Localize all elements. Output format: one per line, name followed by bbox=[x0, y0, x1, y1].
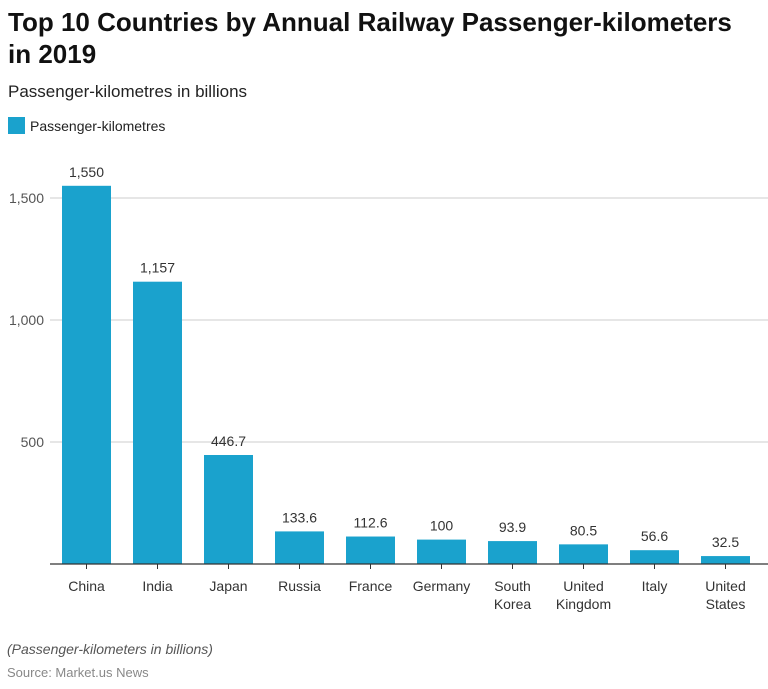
data-label: 1,157 bbox=[140, 260, 175, 276]
chart-title: Top 10 Countries by Annual Railway Passe… bbox=[8, 7, 732, 69]
chart-subtitle: Passenger-kilometres in billions bbox=[8, 82, 248, 101]
chart-source: Source: Market.us News bbox=[7, 665, 149, 680]
data-label: 56.6 bbox=[641, 528, 668, 544]
bar bbox=[417, 539, 466, 564]
x-tick-label: United bbox=[563, 578, 603, 594]
x-tick-label: Japan bbox=[209, 578, 247, 594]
data-label: 446.7 bbox=[211, 433, 246, 449]
x-tick-label: Kingdom bbox=[556, 596, 611, 612]
chart-note: (Passenger-kilometers in billions) bbox=[7, 641, 213, 657]
x-tick-label: Russia bbox=[278, 578, 321, 594]
bar bbox=[346, 536, 395, 564]
x-tick-label: United bbox=[705, 578, 745, 594]
x-tick-label: South bbox=[494, 578, 531, 594]
bar bbox=[275, 531, 324, 564]
y-tick-label: 1,500 bbox=[9, 190, 44, 206]
x-tick-label: States bbox=[706, 596, 746, 612]
bar bbox=[133, 281, 182, 564]
data-label: 80.5 bbox=[570, 522, 597, 538]
data-label: 100 bbox=[430, 518, 454, 534]
x-tick-label: India bbox=[142, 578, 173, 594]
legend-label: Passenger-kilometres bbox=[30, 117, 166, 134]
data-label: 1,550 bbox=[69, 164, 104, 180]
data-label: 133.6 bbox=[282, 509, 317, 525]
data-label: 112.6 bbox=[354, 515, 388, 531]
legend-swatch bbox=[8, 117, 25, 134]
y-tick-label: 500 bbox=[21, 434, 45, 450]
y-tick-label: 1,000 bbox=[9, 312, 44, 328]
legend: Passenger-kilometres bbox=[8, 117, 165, 134]
bar bbox=[630, 550, 679, 564]
bar bbox=[559, 544, 608, 564]
bar bbox=[204, 455, 253, 564]
x-tick-label: Italy bbox=[642, 578, 668, 594]
x-tick-label: Korea bbox=[494, 596, 532, 612]
bar bbox=[488, 541, 537, 564]
data-label: 32.5 bbox=[712, 534, 739, 550]
x-tick-label: China bbox=[68, 578, 105, 594]
x-tick-label: France bbox=[349, 578, 393, 594]
bar-chart: 500 1,000 1,500 1,550 China 1,157 India 446.7 Ja… bbox=[9, 164, 768, 612]
bar bbox=[701, 556, 750, 564]
bar bbox=[62, 185, 111, 565]
data-label: 93.9 bbox=[499, 519, 526, 535]
x-tick-label: Germany bbox=[413, 578, 471, 594]
